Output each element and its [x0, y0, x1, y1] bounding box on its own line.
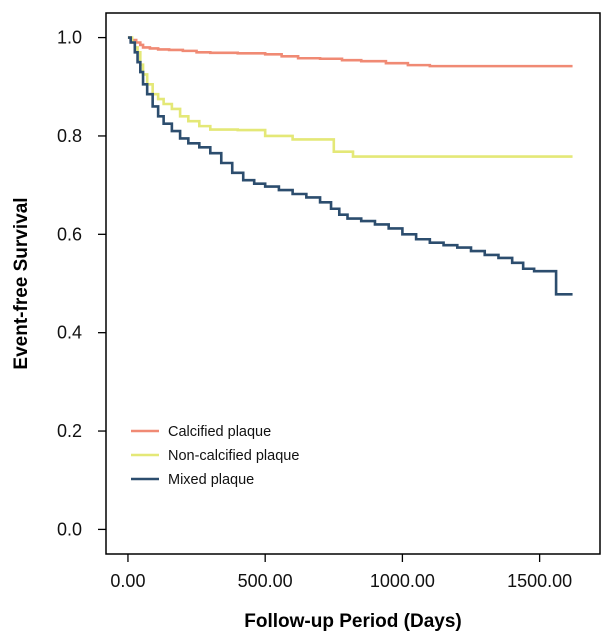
legend: Calcified plaque Non-calcified plaque Mixe…	[131, 424, 299, 488]
x-tick-label: 500.00	[238, 571, 293, 591]
plot-frame	[105, 12, 601, 555]
y-tick-label: 0.8	[57, 126, 82, 146]
series-layer	[127, 36, 573, 296]
x-axis: 0.00 500.00 1000.00 1500.00	[110, 554, 572, 591]
y-axis: 0.0 0.2 0.4 0.6 0.8 1.0	[57, 28, 106, 539]
legend-label: Non-calcified plaque	[168, 448, 299, 464]
y-axis-title: Event-free Survival	[11, 197, 32, 369]
series-line-non-calcified-plaque	[127, 36, 573, 158]
x-axis-title: Follow-up Period (Days)	[244, 611, 461, 632]
legend-label: Calcified plaque	[168, 424, 271, 440]
series-line-mixed-plaque	[127, 36, 573, 296]
legend-label: Mixed plaque	[168, 472, 254, 488]
y-tick-label: 1.0	[57, 28, 82, 48]
series-line-calcified-plaque	[127, 36, 573, 68]
x-tick-label: 1500.00	[507, 571, 572, 591]
y-tick-label: 0.4	[57, 323, 82, 343]
y-tick-label: 0.0	[57, 519, 82, 539]
y-tick-label: 0.2	[57, 421, 82, 441]
x-tick-label: 0.00	[110, 571, 145, 591]
x-tick-label: 1000.00	[370, 571, 435, 591]
y-tick-label: 0.6	[57, 224, 82, 244]
